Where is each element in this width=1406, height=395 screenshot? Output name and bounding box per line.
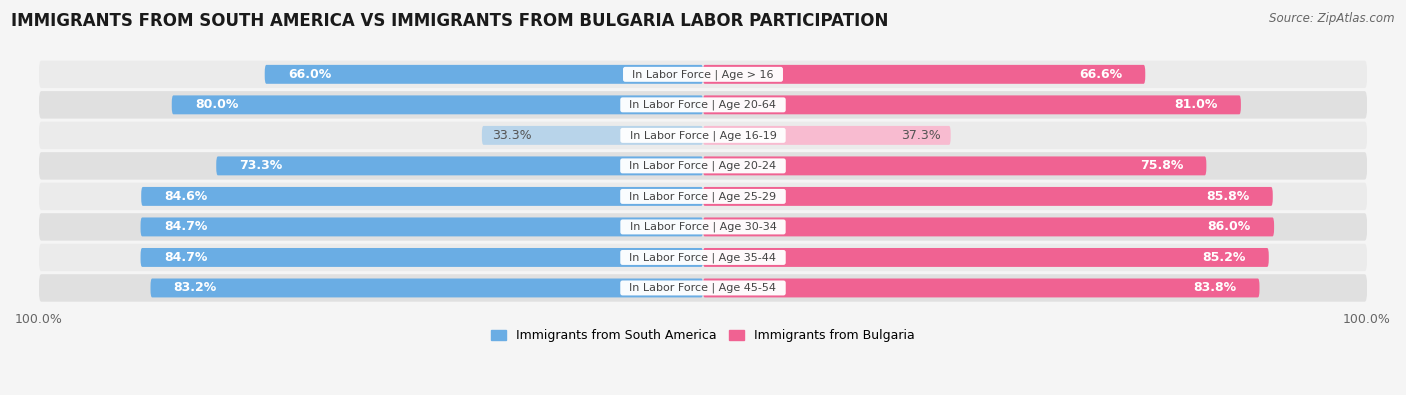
Text: 37.3%: 37.3% xyxy=(901,129,941,142)
FancyBboxPatch shape xyxy=(482,126,703,145)
FancyBboxPatch shape xyxy=(39,122,1367,149)
Text: In Labor Force | Age > 16: In Labor Force | Age > 16 xyxy=(626,69,780,79)
Text: 81.0%: 81.0% xyxy=(1174,98,1218,111)
FancyBboxPatch shape xyxy=(703,65,1146,84)
FancyBboxPatch shape xyxy=(703,126,950,145)
Text: 66.6%: 66.6% xyxy=(1078,68,1122,81)
Text: 75.8%: 75.8% xyxy=(1140,160,1182,172)
FancyBboxPatch shape xyxy=(172,96,703,114)
Text: Source: ZipAtlas.com: Source: ZipAtlas.com xyxy=(1270,12,1395,25)
Text: 83.8%: 83.8% xyxy=(1194,282,1236,294)
FancyBboxPatch shape xyxy=(150,278,703,297)
Text: 73.3%: 73.3% xyxy=(239,160,283,172)
Text: In Labor Force | Age 20-64: In Labor Force | Age 20-64 xyxy=(623,100,783,110)
FancyBboxPatch shape xyxy=(39,182,1367,210)
FancyBboxPatch shape xyxy=(703,248,1268,267)
Text: 86.0%: 86.0% xyxy=(1208,220,1251,233)
FancyBboxPatch shape xyxy=(39,91,1367,118)
FancyBboxPatch shape xyxy=(39,60,1367,88)
Text: IMMIGRANTS FROM SOUTH AMERICA VS IMMIGRANTS FROM BULGARIA LABOR PARTICIPATION: IMMIGRANTS FROM SOUTH AMERICA VS IMMIGRA… xyxy=(11,12,889,30)
FancyBboxPatch shape xyxy=(264,65,703,84)
Text: 85.8%: 85.8% xyxy=(1206,190,1250,203)
FancyBboxPatch shape xyxy=(39,152,1367,180)
Text: 84.7%: 84.7% xyxy=(163,251,207,264)
Text: In Labor Force | Age 25-29: In Labor Force | Age 25-29 xyxy=(623,191,783,202)
FancyBboxPatch shape xyxy=(703,156,1206,175)
Text: 85.2%: 85.2% xyxy=(1202,251,1246,264)
Text: In Labor Force | Age 45-54: In Labor Force | Age 45-54 xyxy=(623,283,783,293)
Legend: Immigrants from South America, Immigrants from Bulgaria: Immigrants from South America, Immigrant… xyxy=(486,324,920,347)
FancyBboxPatch shape xyxy=(39,244,1367,271)
FancyBboxPatch shape xyxy=(141,218,703,236)
FancyBboxPatch shape xyxy=(141,248,703,267)
FancyBboxPatch shape xyxy=(703,278,1260,297)
Text: 80.0%: 80.0% xyxy=(195,98,239,111)
FancyBboxPatch shape xyxy=(39,274,1367,302)
Text: 33.3%: 33.3% xyxy=(492,129,531,142)
Text: 84.7%: 84.7% xyxy=(163,220,207,233)
Text: In Labor Force | Age 30-34: In Labor Force | Age 30-34 xyxy=(623,222,783,232)
FancyBboxPatch shape xyxy=(141,187,703,206)
FancyBboxPatch shape xyxy=(217,156,703,175)
FancyBboxPatch shape xyxy=(703,187,1272,206)
Text: In Labor Force | Age 35-44: In Labor Force | Age 35-44 xyxy=(623,252,783,263)
FancyBboxPatch shape xyxy=(703,218,1274,236)
FancyBboxPatch shape xyxy=(703,96,1241,114)
Text: In Labor Force | Age 20-24: In Labor Force | Age 20-24 xyxy=(623,161,783,171)
Text: 66.0%: 66.0% xyxy=(288,68,332,81)
Text: In Labor Force | Age 16-19: In Labor Force | Age 16-19 xyxy=(623,130,783,141)
FancyBboxPatch shape xyxy=(39,213,1367,241)
Text: 83.2%: 83.2% xyxy=(174,282,217,294)
Text: 84.6%: 84.6% xyxy=(165,190,208,203)
